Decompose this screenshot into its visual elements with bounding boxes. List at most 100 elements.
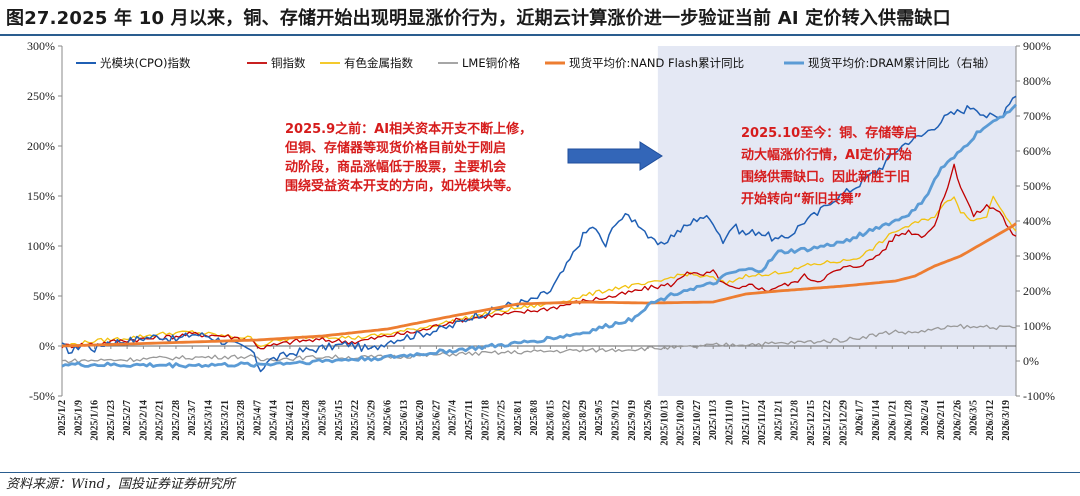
annotation-left-line: 围绕受益资本开支的方向，如光模块等。 [285, 178, 519, 194]
x-tick-label: 2025/4/28 [301, 400, 312, 441]
y-right-tick-label: 500% [1023, 179, 1051, 193]
x-tick-label: 2025/9/19 [627, 400, 638, 441]
x-tick-label: 2025/1/2 [57, 400, 68, 436]
y-right-tick-label: 200% [1023, 284, 1051, 298]
x-tick-label: 2025/12/15 [806, 400, 817, 446]
y-right-ticks: -100% 0% 100% 200% 300% 400% 500% 600% 700% 800% 9… [1016, 39, 1055, 403]
chart-title: 图27.2025 年 10 月以来，铜、存储开始出现明显涨价行为，近期云计算涨价… [6, 8, 951, 29]
forecast-shade [657, 46, 1016, 396]
x-tick-label: 2025/3/21 [220, 400, 231, 441]
x-tick-label: 2025/11/10 [724, 400, 735, 445]
legend: 光模块(CPO)指数 铜指数 有色金属指数 LME铜价格 现货平均价:NAND Flas… [76, 56, 996, 70]
series-line-cpo [61, 95, 1017, 373]
y-right-tick-label: 700% [1023, 109, 1051, 123]
x-tick-label: 2025/3/28 [236, 400, 247, 441]
x-tick-label: 2025/7/25 [497, 400, 508, 441]
title-rule [0, 34, 1080, 36]
x-tick-label: 2025/11/3 [708, 400, 719, 440]
x-tick-label: 2026/2/11 [936, 400, 947, 440]
x-tick-label: 2025/10/27 [692, 400, 703, 446]
annotation-left-line: 2025.9之前：AI相关资本开支不断上修， [285, 121, 532, 137]
footer-rule [0, 472, 1080, 473]
annotation-left: 2025.9之前：AI相关资本开支不断上修， 但铜、存储器等现货价格目前处于刚启动… [284, 121, 532, 194]
x-tick-label: 2025/12/29 [838, 400, 849, 446]
chart-canvas: -50% 0% 50% 100% 150% 200% 250% 300% -100% 0% 100… [27, 39, 1055, 446]
legend-label: 有色金属指数 [344, 56, 413, 70]
series-line-dram [61, 103, 1018, 369]
series-line-nonferrous [61, 195, 1017, 348]
x-tick-label: 2025/9/26 [643, 400, 654, 441]
x-tick-label: 2025/5/29 [366, 400, 377, 441]
x-tick-label: 2025/9/12 [611, 400, 622, 441]
x-tick-label: 2025/12/1 [773, 400, 784, 441]
legend-label: LME铜价格 [462, 56, 521, 70]
y-left-tick-label: 250% [27, 89, 55, 103]
x-tick-label: 2025/11/24 [757, 400, 768, 445]
x-tick-label: 2026/1/21 [887, 400, 898, 441]
y-left-tick-label: 100% [27, 239, 55, 253]
annotation-left-line: 但铜、存储器等现货价格目前处于刚启 [284, 140, 506, 156]
x-tick-label: 2025/1/9 [73, 400, 84, 436]
x-tick-label: 2025/4/21 [285, 400, 296, 441]
x-tick-label: 2026/2/4 [920, 400, 931, 436]
annotation-right-line: 围绕供需缺口。因此新胜于旧 [741, 169, 910, 185]
x-tick-label: 2025/5/8 [317, 400, 328, 436]
x-tick-label: 2025/5/15 [334, 400, 345, 441]
series-line-lme [61, 323, 1016, 364]
x-tick-label: 2025/10/13 [659, 400, 670, 446]
x-tick-label: 2026/3/12 [985, 400, 996, 441]
series-line-copper [61, 163, 1017, 350]
legend-label: 光模块(CPO)指数 [100, 56, 191, 70]
x-tick-label: 2025/12/22 [822, 400, 833, 446]
y-left-tick-label: 300% [27, 39, 55, 53]
x-tick-label: 2025/7/4 [448, 400, 459, 436]
x-tick-label: 2026/3/5 [969, 400, 980, 436]
y-right-tick-label: 900% [1023, 39, 1051, 53]
x-tick-label: 2025/3/7 [187, 400, 198, 436]
annotation-right-line: 开始转向“新旧共舞” [741, 191, 862, 207]
x-tick-label: 2025/2/21 [155, 400, 166, 441]
y-left-tick-label: 150% [27, 189, 55, 203]
legend-label: 铜指数 [271, 56, 306, 70]
x-tick-label: 2025/4/7 [252, 400, 263, 436]
x-tick-label: 2025/3/14 [204, 400, 215, 441]
x-tick-label: 2025/7/18 [480, 400, 491, 441]
y-right-tick-label: 400% [1023, 214, 1051, 228]
x-tick-label: 2026/1/28 [904, 400, 915, 441]
y-right-tick-label: 100% [1023, 319, 1051, 333]
annotation-right-line: 动大幅涨价行情，AI定价开始 [741, 147, 912, 163]
series-layer [61, 95, 1018, 373]
x-tick-label: 2025/4/14 [269, 400, 280, 441]
x-tick-label: 2026/1/14 [871, 400, 882, 441]
x-tick-label: 2025/8/15 [545, 400, 556, 441]
x-tick-label: 2025/1/23 [106, 400, 117, 441]
y-left-tick-label: 50% [33, 289, 55, 303]
y-left-ticks: -50% 0% 50% 100% 150% 200% 250% 300% [27, 39, 62, 403]
x-tick-label: 2025/8/1 [513, 400, 524, 436]
x-tick-label: 2025/7/11 [464, 400, 475, 440]
x-tick-label: 2025/8/22 [562, 400, 573, 441]
x-tick-label: 2025/2/14 [138, 400, 149, 441]
x-tick-label: 2025/10/20 [676, 400, 687, 446]
x-tick-label: 2025/2/7 [122, 400, 133, 436]
x-tick-label: 2025/6/13 [399, 400, 410, 441]
y-left-tick-label: 0% [39, 339, 55, 353]
x-tick-label: 2025/6/6 [383, 400, 394, 436]
x-tick-label: 2026/3/19 [1001, 400, 1012, 441]
annotation-right: 2025.10至今：铜、存储等启动大幅涨价行情，AI定价开始围绕供需缺口。因此新… [741, 125, 917, 207]
x-tick-label: 2025/5/22 [350, 400, 361, 441]
x-tick-label: 2026/2/26 [952, 400, 963, 441]
legend-label: 现货平均价:NAND Flash累计同比 [569, 56, 744, 70]
legend-label: 现货平均价:DRAM累计同比（右轴） [808, 56, 996, 70]
x-ticks: 2025/1/2 2025/1/9 2025/1/16 2025/1/23 2025/2… [57, 346, 1012, 446]
x-tick-label: 2025/6/27 [431, 400, 442, 441]
annotation-right-line: 2025.10至今：铜、存储等启 [741, 125, 917, 141]
x-tick-label: 2025/2/28 [171, 400, 182, 441]
y-right-tick-label: 600% [1023, 144, 1051, 158]
y-right-tick-label: -100% [1023, 389, 1055, 403]
y-right-tick-label: 800% [1023, 74, 1051, 88]
y-left-tick-label: -50% [29, 389, 55, 403]
series-line-nand [61, 222, 1017, 348]
y-right-tick-label: 0% [1023, 354, 1039, 368]
x-tick-label: 2025/8/29 [578, 400, 589, 441]
